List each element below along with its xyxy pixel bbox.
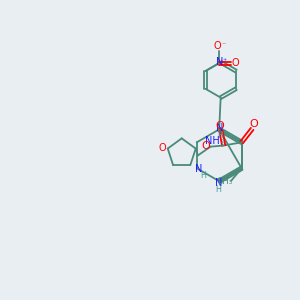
Text: H: H bbox=[217, 131, 223, 140]
Text: N: N bbox=[194, 164, 202, 174]
Text: O: O bbox=[159, 143, 166, 153]
Text: CH₃: CH₃ bbox=[217, 177, 233, 186]
Text: N: N bbox=[215, 123, 223, 133]
Text: N: N bbox=[216, 57, 224, 67]
Text: O: O bbox=[201, 141, 210, 152]
Text: O: O bbox=[215, 121, 224, 131]
Text: H: H bbox=[200, 171, 206, 180]
Text: O: O bbox=[214, 41, 222, 51]
Text: H: H bbox=[215, 185, 221, 194]
Text: ⁺: ⁺ bbox=[223, 57, 227, 66]
Text: O: O bbox=[249, 118, 258, 129]
Text: O: O bbox=[232, 58, 239, 68]
Text: ⁻: ⁻ bbox=[222, 40, 226, 49]
Text: ₂: ₂ bbox=[220, 136, 224, 146]
Text: NH: NH bbox=[205, 136, 219, 146]
Text: N: N bbox=[214, 178, 222, 188]
